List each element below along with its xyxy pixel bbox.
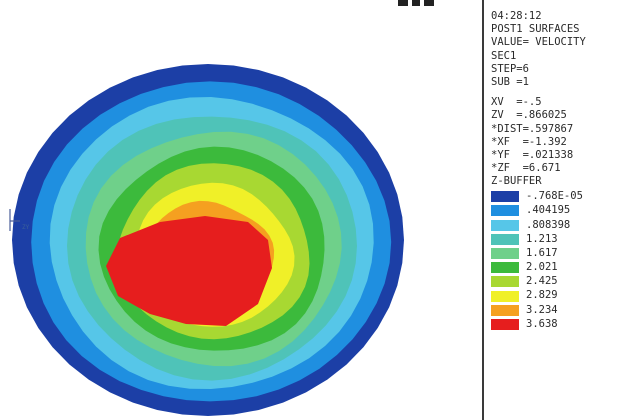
legend-swatch [491, 262, 519, 274]
legend-value: 2.425 [526, 275, 558, 288]
legend-swatch [491, 304, 519, 316]
view-setting-line: *XF =-1.392 [491, 135, 567, 148]
contour-legend: -.768E-05.404195.808398 1.213 1.617 2.021 2.… [491, 190, 621, 332]
info-line: SEC1 [491, 49, 517, 62]
legend-row: 1.617 [491, 246, 621, 260]
info-line: POST1 SURFACES [491, 23, 580, 36]
info-line: VALUE= VELOCITY [491, 36, 586, 49]
legend-value: 1.617 [526, 246, 558, 259]
legend-swatch [491, 205, 519, 217]
legend-swatch [491, 318, 519, 330]
legend-value: 3.234 [526, 303, 558, 316]
panel-divider [482, 0, 484, 420]
contour-band-max [106, 216, 272, 326]
legend-value: .404195 [526, 204, 571, 217]
view-setting-line: *ZF =6.671 [491, 162, 561, 175]
contour-viewport[interactable]: ZY [0, 0, 484, 420]
time-stamp: 04:28:12 [491, 10, 542, 22]
legend-swatch [491, 219, 519, 231]
info-block: POST1 SURFACES VALUE= VELOCITY SEC1 STEP=6 S… [491, 23, 621, 89]
velocity-contour-plot [12, 64, 404, 416]
legend-row: 2.829 [491, 289, 621, 303]
info-line: STEP=6 [491, 62, 529, 75]
legend-row: 2.425 [491, 275, 621, 289]
legend-row: .808398 [491, 218, 621, 232]
legend-row: -.768E-05 [491, 190, 621, 204]
legend-row: 2.021 [491, 261, 621, 275]
legend-value: .808398 [526, 218, 571, 231]
info-line: SUB =1 [491, 76, 529, 89]
axis-triad-label: ZY [22, 224, 30, 231]
legend-row: .404195 [491, 204, 621, 218]
legend-swatch [491, 191, 519, 203]
legend-swatch [491, 290, 519, 302]
legend-value: 2.021 [526, 261, 558, 274]
legend-swatch [491, 247, 519, 259]
legend-value: 2.829 [526, 289, 558, 302]
legend-value: -.768E-05 [526, 190, 583, 203]
legend-panel: 04:28:12 POST1 SURFACES VALUE= VELOCITY SE… [491, 10, 621, 332]
view-setting-line: ZV =.866025 [491, 109, 567, 122]
view-setting-line: *DIST=.597867 [491, 122, 574, 135]
legend-value: 1.213 [526, 232, 558, 245]
legend-swatch [491, 233, 519, 245]
status-marker [398, 0, 438, 8]
legend-row: 3.638 [491, 317, 621, 331]
legend-value: 3.638 [526, 317, 558, 330]
legend-row: 1.213 [491, 232, 621, 246]
view-settings-block: XV =-.5 ZV =.866025 *DIST=.597867 *XF =-1.3… [491, 96, 621, 188]
view-setting-line: XV =-.5 [491, 96, 542, 109]
legend-swatch [491, 276, 519, 288]
view-setting-line: Z-BUFFER [491, 175, 542, 188]
axis-triad-icon: ZY [6, 205, 36, 235]
legend-row: 3.234 [491, 303, 621, 317]
view-setting-line: *YF =.021338 [491, 149, 574, 162]
